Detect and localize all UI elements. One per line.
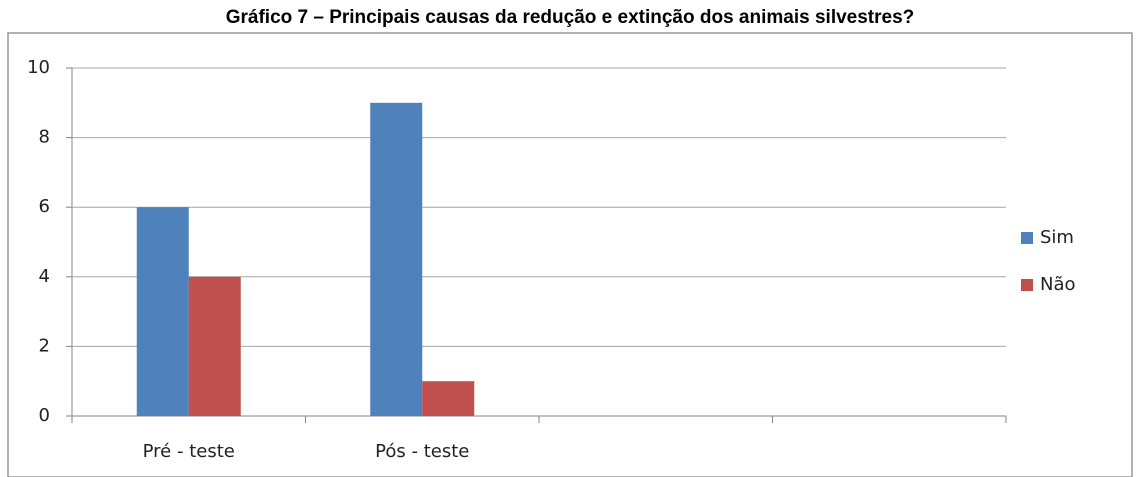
chart-title: Gráfico 7 – Principais causas da redução… (226, 7, 915, 28)
y-tick-label: 8 (39, 127, 50, 148)
bar (188, 276, 241, 416)
y-tick-label: 0 (39, 405, 50, 426)
x-tick-label: Pós - teste (375, 441, 469, 462)
bar (136, 207, 189, 416)
y-tick-label: 6 (39, 196, 50, 217)
y-tick-label: 4 (39, 266, 50, 287)
legend-swatch (1021, 232, 1033, 244)
bar (370, 102, 423, 417)
chart-frame (7, 32, 1133, 477)
y-tick-label: 2 (39, 335, 50, 356)
x-tick-label: Pré - teste (143, 441, 235, 462)
bar (422, 381, 475, 416)
legend-label: Sim (1040, 227, 1074, 248)
legend-label: Não (1040, 274, 1076, 295)
legend-swatch (1021, 279, 1033, 291)
y-tick-label: 10 (27, 57, 50, 78)
